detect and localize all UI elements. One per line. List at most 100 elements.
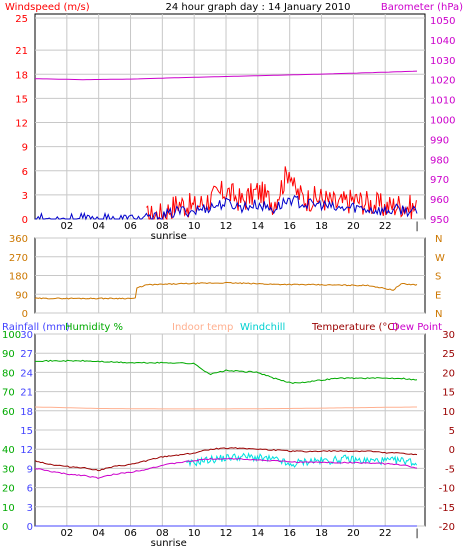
series-humidity [35,359,418,384]
humidity-tick-60: 60 [2,407,15,418]
wind-tick-15: 15 [15,94,28,105]
humidity-tick-20: 20 [2,484,15,495]
x-tick-label-bottom-02: 02 [60,528,73,539]
temp-tick-right-15: 15 [442,388,455,399]
dir-tick-180: 180 [9,272,28,283]
x-tick-label-top-10: 10 [188,221,201,232]
rain-tick-0: 0 [27,522,33,533]
humidity-tick-90: 90 [2,349,15,360]
series-barometer [34,70,418,81]
series-windchill [186,452,418,468]
x-tick-label-top-14: 14 [251,221,264,232]
x-tick-label-bottom-10: 10 [188,528,201,539]
temp-tick-right-10: 10 [442,407,455,418]
temp-tick-right-20: 20 [442,368,455,379]
x-tick-label-bottom-16: 16 [283,528,296,539]
rain-tick-30: 30 [20,330,33,341]
x-tick-label-top-12: 12 [220,221,233,232]
rain-tick-24: 24 [20,368,33,379]
wind-tick-0: 0 [22,215,28,226]
dewpoint-header: Dew Point [392,322,442,333]
baro-tick-950: 950 [430,215,449,226]
x-tick-label-bottom-14: 14 [251,528,264,539]
x-tick-label-top-20: 20 [347,221,360,232]
x-tick-label-top-08: 08 [156,221,169,232]
x-tick-label-top-18: 18 [315,221,328,232]
x-tick-label-bottom-12: 12 [220,528,233,539]
baro-tick-1000: 1000 [430,115,455,126]
baro-tick-1020: 1020 [430,76,455,87]
temp-tick-right-0: 0 [449,445,455,456]
compass-tick-2: S [435,272,441,283]
baro-tick-1030: 1030 [430,56,455,67]
x-tick-label-bottom-08: 08 [156,528,169,539]
x-tick-end-bottom: | [415,528,418,539]
temp-tick-right--15: -15 [439,503,455,514]
x-tick-label-top-22: 22 [379,221,392,232]
x-tick-label-top-06: 06 [124,221,137,232]
rain-tick-9: 9 [27,464,33,475]
series-indoor-temp [34,406,417,410]
wind-tick-12: 12 [15,119,28,130]
baro-tick-1050: 1050 [430,16,455,27]
rainfall-header: Rainfall (mm) [2,322,70,333]
wind-tick-6: 6 [22,167,28,178]
temp-tick-right-30: 30 [442,330,455,341]
series-dewpoint [34,457,418,479]
rain-tick-18: 18 [20,407,33,418]
temp-tick-right-25: 25 [442,349,455,360]
series-wind-average [35,194,418,221]
wind-tick-18: 18 [15,70,28,81]
baro-tick-960: 960 [430,195,449,206]
baro-tick-980: 980 [430,155,449,166]
x-tick-label-bottom-22: 22 [379,528,392,539]
compass-tick-1: W [435,253,445,264]
humidity-tick-80: 80 [2,368,15,379]
wind-tick-21: 21 [15,46,28,57]
series-temperature [34,447,418,472]
rain-tick-15: 15 [20,426,33,437]
humidity-tick-100: 100 [2,330,21,341]
x-tick-end-top: | [415,221,418,232]
x-tick-label-top-16: 16 [283,221,296,232]
sunrise-label-top: sunrise [151,231,187,242]
baro-tick-1040: 1040 [430,36,455,47]
rain-tick-27: 27 [20,349,33,360]
wind-panel-frame [34,13,426,220]
x-tick-label-bottom-18: 18 [315,528,328,539]
compass-tick-4: N [435,309,442,320]
x-tick-label-bottom-20: 20 [347,528,360,539]
compass-tick-3: E [435,290,441,301]
rain-tick-3: 3 [27,503,33,514]
series-direction [34,281,418,300]
x-tick-label-bottom-04: 04 [92,528,105,539]
windchill-header: Windchill [240,322,285,333]
dir-tick-90: 90 [15,290,28,301]
sunrise-label-bottom: sunrise [151,538,187,549]
humidity-tick-40: 40 [2,445,15,456]
baro-tick-1010: 1010 [430,96,455,107]
temp-tick-right--20: -20 [439,522,455,533]
humidity-tick-10: 10 [2,503,15,514]
x-tick-label-bottom-06: 06 [124,528,137,539]
x-tick-label-top-02: 02 [60,221,73,232]
dir-tick-270: 270 [9,253,28,264]
dir-tick-0: 0 [22,309,28,320]
humidity-tick-30: 30 [2,464,15,475]
humidity-tick-70: 70 [2,388,15,399]
temperature-header: Temperature (°C) [311,322,398,333]
wind-tick-3: 3 [22,191,28,202]
dir-tick-360: 360 [9,234,28,245]
temp-tick-right--10: -10 [439,484,455,495]
baro-tick-990: 990 [430,135,449,146]
baro-tick-970: 970 [430,175,449,186]
temp-tick-right-5: 5 [449,426,455,437]
compass-tick-0: N [435,234,442,245]
indoor-header: Indoor temp [172,322,233,333]
humidity-tick-0: 0 [2,522,8,533]
x-tick-label-top-04: 04 [92,221,105,232]
temp-tick-right--5: -5 [445,464,455,475]
wind-tick-25: 25 [15,14,28,25]
humidity-header: Humidity % [65,322,123,333]
